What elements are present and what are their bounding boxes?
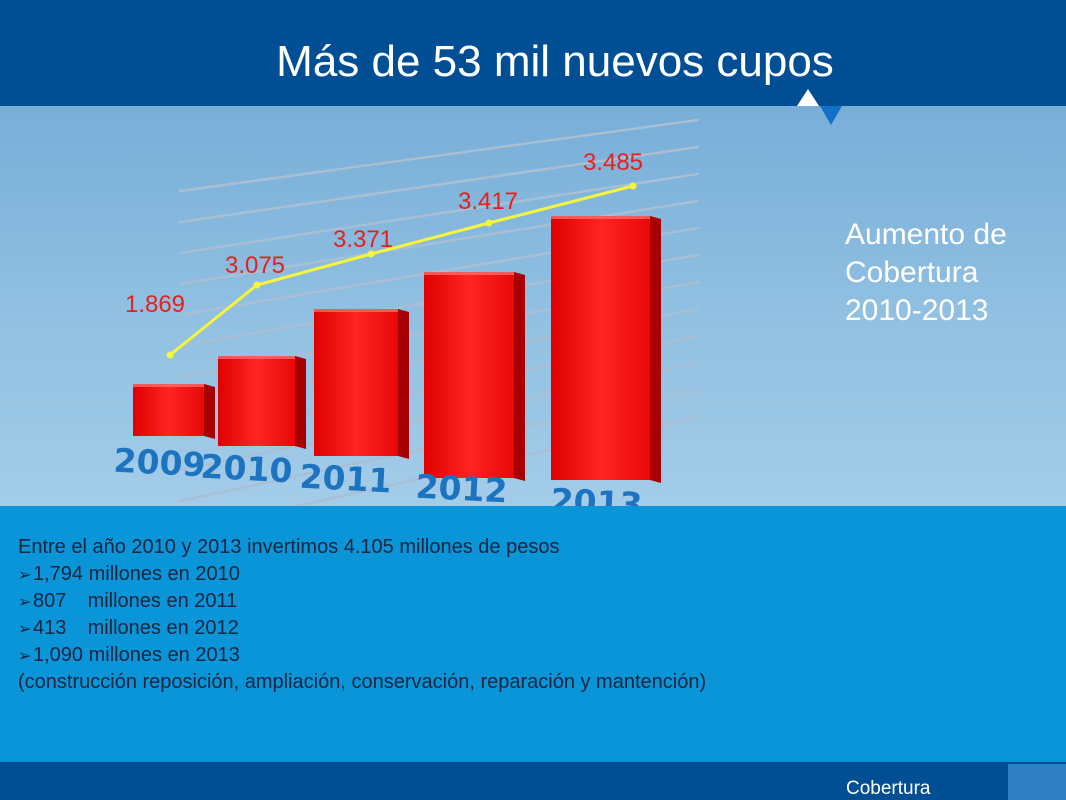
data-label: 3.075 — [225, 252, 285, 279]
investment-item: ➢807 millones en 2011 — [18, 588, 1048, 615]
coverage-label-line: Aumento de — [845, 218, 1007, 251]
grid-line — [178, 145, 700, 224]
footer-bar: Cobertura — [0, 762, 1066, 800]
investment-amount: 1,794 — [33, 563, 84, 585]
investment-amount: 413 — [33, 617, 67, 639]
data-label: 3.485 — [583, 149, 643, 176]
investment-panel: Entre el año 2010 y 2013 invertimos 4.10… — [0, 506, 1066, 762]
arrow-bullet-icon: ➢ — [18, 646, 32, 665]
grid-line — [178, 172, 700, 255]
investment-note: (construcción reposición, ampliación, co… — [18, 671, 707, 693]
arrow-bullet-icon: ➢ — [18, 619, 32, 638]
bar — [218, 356, 295, 446]
bar-side — [398, 309, 409, 459]
category-label: 2011 — [299, 457, 393, 501]
data-label: 1.869 — [125, 291, 185, 318]
chart-area: 1.869 3.075 3.371 3.417 3.485 2009 2010 2011 201… — [0, 106, 1066, 506]
arrow-bullet-icon: ➢ — [18, 592, 32, 611]
bar — [314, 309, 398, 456]
footer-label: Cobertura — [846, 778, 931, 799]
investment-item: ➢1,794 millones en 2010 — [18, 561, 1048, 588]
triangle-down-icon — [820, 106, 842, 125]
header-bar: Más de 53 mil nuevos cupos — [0, 0, 1066, 106]
bar-side — [514, 272, 525, 481]
slide-title: Más de 53 mil nuevos cupos — [276, 37, 834, 86]
triangle-up-icon — [797, 89, 819, 106]
investment-item-text: millones en 2011 — [87, 590, 238, 612]
coverage-label: Aumento de Cobertura 2010-2013 — [845, 216, 1055, 330]
bar — [133, 384, 204, 436]
coverage-label-line: 2010-2013 — [845, 294, 989, 327]
bar-top-highlight — [314, 309, 398, 312]
data-label: 3.371 — [333, 226, 393, 253]
investment-text: Entre el año 2010 y 2013 invertimos 4.10… — [18, 534, 1048, 696]
grid-line — [178, 199, 700, 286]
investment-item-text: millones en 2010 — [88, 563, 240, 585]
bar-top-highlight — [133, 384, 204, 387]
bar-top-highlight — [551, 216, 650, 219]
bar — [424, 272, 514, 478]
bar — [551, 216, 650, 480]
coverage-label-line: Cobertura — [845, 256, 979, 289]
arrow-bullet-icon: ➢ — [18, 565, 32, 584]
line-point — [253, 281, 261, 289]
line-point — [166, 351, 174, 359]
investment-amount: 1,090 — [33, 644, 84, 666]
data-label: 3.417 — [458, 188, 518, 215]
bar-side — [204, 384, 215, 439]
investment-intro: Entre el año 2010 y 2013 invertimos 4.10… — [18, 536, 560, 558]
category-label: 2009 — [113, 441, 207, 485]
footer-box — [1008, 764, 1066, 800]
bar-side — [650, 216, 661, 483]
line-point — [367, 250, 375, 258]
investment-amount: 807 — [33, 590, 67, 612]
investment-item-text: millones en 2012 — [87, 617, 239, 639]
bar-top-highlight — [424, 272, 514, 275]
category-label: 2010 — [200, 447, 294, 491]
line-point — [629, 182, 637, 190]
category-label: 2012 — [415, 467, 509, 506]
bar-top-highlight — [218, 356, 295, 359]
investment-item: ➢413 millones en 2012 — [18, 615, 1048, 642]
bar-side — [295, 356, 306, 449]
line-point — [485, 219, 493, 227]
investment-item: ➢1,090 millones en 2013 — [18, 642, 1048, 669]
grid-line — [178, 118, 700, 193]
category-label: 2013 — [550, 481, 644, 506]
investment-item-text: millones en 2013 — [88, 644, 240, 666]
